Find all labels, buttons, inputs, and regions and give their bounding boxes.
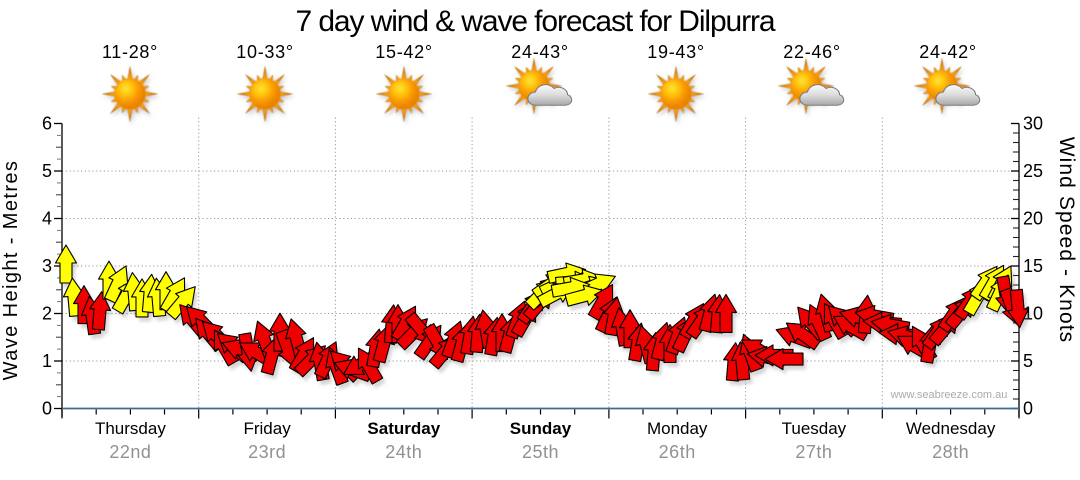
svg-text:Wednesday: Wednesday (906, 419, 996, 438)
svg-text:2: 2 (42, 304, 52, 324)
svg-text:15: 15 (1023, 256, 1043, 276)
svg-text:25th: 25th (522, 442, 559, 462)
svg-text:www.seabreeze.com.au: www.seabreeze.com.au (890, 389, 1008, 401)
svg-text:5: 5 (42, 161, 52, 181)
svg-text:Wave Height - Metres: Wave Height - Metres (0, 160, 22, 381)
svg-text:23rd: 23rd (248, 442, 286, 462)
svg-text:28th: 28th (932, 442, 969, 462)
svg-text:22nd: 22nd (109, 442, 151, 462)
svg-text:Monday: Monday (647, 419, 708, 438)
svg-text:Thursday: Thursday (95, 419, 166, 438)
svg-text:10-33°: 10-33° (236, 42, 293, 62)
svg-text:4: 4 (42, 209, 52, 229)
svg-text:0: 0 (1023, 399, 1033, 419)
svg-text:22-46°: 22-46° (783, 42, 840, 62)
svg-text:5: 5 (1023, 351, 1033, 371)
svg-text:15-42°: 15-42° (375, 42, 432, 62)
svg-text:Friday: Friday (243, 419, 291, 438)
svg-text:Saturday: Saturday (367, 419, 440, 438)
svg-text:26th: 26th (659, 442, 696, 462)
svg-text:25: 25 (1023, 161, 1043, 181)
svg-text:30: 30 (1023, 114, 1043, 134)
svg-text:24-42°: 24-42° (919, 42, 976, 62)
svg-text:7 day wind & wave forecast for: 7 day wind & wave forecast for Dilpurra (296, 5, 776, 38)
svg-text:6: 6 (42, 114, 52, 134)
svg-text:11-28°: 11-28° (102, 42, 158, 62)
svg-text:0: 0 (42, 399, 52, 419)
svg-text:20: 20 (1023, 209, 1043, 229)
svg-text:19-43°: 19-43° (647, 42, 704, 62)
svg-text:1: 1 (42, 351, 52, 371)
svg-text:3: 3 (42, 256, 52, 276)
svg-text:24-43°: 24-43° (511, 42, 568, 62)
svg-text:27th: 27th (795, 442, 832, 462)
svg-text:Wind Speed - Knots: Wind Speed - Knots (1055, 137, 1078, 344)
svg-text:Sunday: Sunday (510, 419, 572, 438)
svg-text:Tuesday: Tuesday (782, 419, 847, 438)
svg-text:24th: 24th (385, 442, 422, 462)
